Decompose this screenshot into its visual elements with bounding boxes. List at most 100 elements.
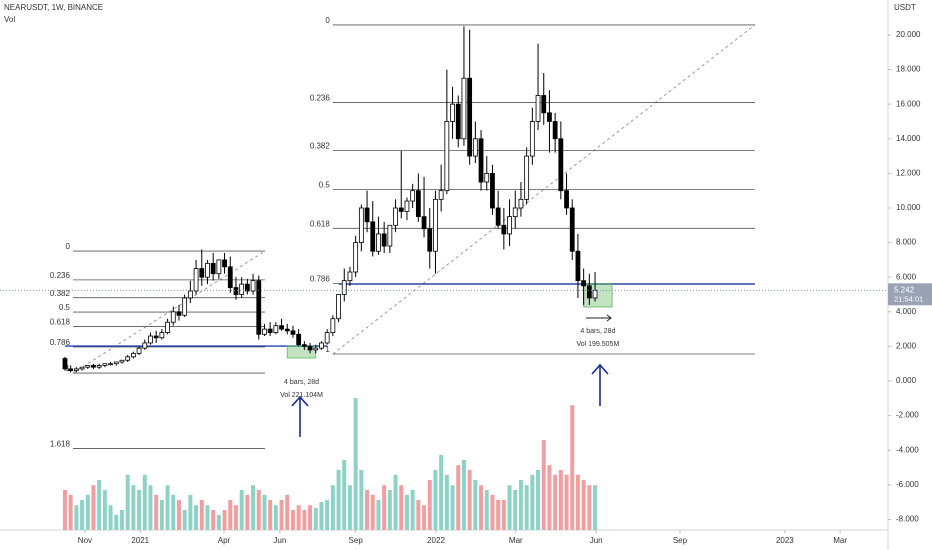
candle-body bbox=[187, 290, 193, 299]
candle-body bbox=[193, 268, 199, 292]
y-tick-label: -4.000 bbox=[896, 445, 919, 454]
candle-body bbox=[341, 280, 347, 295]
candle-body bbox=[535, 95, 541, 122]
volume-bar bbox=[558, 470, 563, 530]
volume-bar bbox=[205, 505, 210, 530]
candle-body bbox=[273, 325, 279, 333]
volume-bar bbox=[308, 505, 313, 530]
candle-body bbox=[130, 352, 136, 358]
candle-body bbox=[512, 207, 518, 218]
candle-body bbox=[438, 190, 444, 200]
candle-body bbox=[353, 242, 359, 273]
volume-bar bbox=[114, 514, 119, 530]
x-tick-label: Apr bbox=[218, 536, 231, 545]
volume-bar bbox=[347, 485, 352, 530]
candle-body bbox=[205, 262, 210, 278]
volume-bar bbox=[359, 470, 364, 530]
volume-bar bbox=[262, 494, 267, 530]
volume-bar bbox=[233, 505, 238, 530]
candle-body bbox=[244, 283, 250, 292]
fib-level-label: 1 bbox=[325, 345, 330, 354]
fib-level-label: 0.5 bbox=[59, 303, 71, 312]
volume-bar bbox=[102, 490, 107, 530]
candle-body bbox=[296, 333, 302, 346]
candle-body bbox=[467, 77, 473, 157]
fib-level-label: 0.382 bbox=[50, 289, 71, 298]
volume-bar bbox=[353, 398, 358, 530]
candle-body bbox=[153, 335, 159, 339]
candle-body bbox=[102, 363, 108, 366]
x-tick-label: 2022 bbox=[427, 536, 445, 545]
volume-bar bbox=[444, 474, 449, 530]
x-tick-label: Sep bbox=[673, 536, 688, 545]
volume-bar bbox=[188, 494, 193, 530]
candle-body bbox=[136, 347, 142, 354]
fib-level-label: 0.618 bbox=[310, 219, 331, 228]
volume-bar bbox=[268, 500, 273, 530]
candle-body bbox=[347, 271, 353, 282]
volume-bar bbox=[530, 474, 535, 530]
fib-level-label: 1.618 bbox=[50, 440, 71, 449]
volume-bar bbox=[484, 490, 489, 530]
y-axis-label: USDT bbox=[894, 3, 916, 12]
y-tick-label: 12.000 bbox=[896, 168, 921, 177]
candle-body bbox=[501, 224, 507, 235]
volume-bar bbox=[342, 460, 347, 530]
volume-bar bbox=[404, 494, 409, 530]
fib-level-label: 0.236 bbox=[50, 271, 71, 280]
candle-body bbox=[62, 358, 68, 370]
candle-body bbox=[324, 332, 330, 344]
candle-body bbox=[472, 138, 478, 157]
volume-bar bbox=[194, 505, 199, 530]
volume-bar bbox=[142, 474, 147, 530]
candle-body bbox=[222, 259, 227, 268]
candle-body bbox=[592, 289, 598, 299]
volume-bar bbox=[416, 500, 421, 530]
volume-bar bbox=[80, 500, 85, 530]
candle-body bbox=[490, 172, 495, 209]
fib-level-label: 0 bbox=[325, 16, 330, 25]
candle-body bbox=[85, 365, 91, 368]
fib-level-label: 0.382 bbox=[310, 142, 331, 151]
candle-body bbox=[256, 280, 262, 335]
volume-bar bbox=[119, 510, 124, 530]
volume-bar bbox=[296, 505, 301, 530]
candle-body bbox=[313, 347, 319, 351]
candle-body bbox=[455, 103, 461, 140]
volume-bar bbox=[564, 474, 569, 530]
volume-bar bbox=[473, 480, 478, 530]
fib-level-label: 0.786 bbox=[310, 275, 331, 284]
candle-body bbox=[216, 259, 222, 275]
candle-body bbox=[398, 207, 404, 212]
volume-bar bbox=[182, 510, 187, 530]
candle-body bbox=[575, 250, 581, 282]
candle-body bbox=[552, 121, 558, 140]
x-tick-label: Mar bbox=[833, 536, 847, 545]
candle-body bbox=[176, 311, 182, 316]
volume-bar bbox=[159, 500, 164, 530]
volume-bar bbox=[541, 440, 546, 530]
volume-bar bbox=[365, 490, 370, 530]
volume-bar bbox=[222, 510, 227, 530]
candle-body bbox=[319, 342, 324, 349]
volume-bar bbox=[239, 490, 244, 530]
fib-trend-line bbox=[72, 250, 266, 374]
candle-body bbox=[262, 328, 267, 335]
volume-bar bbox=[518, 480, 523, 530]
volume-bar bbox=[131, 485, 136, 530]
volume-bar bbox=[74, 505, 79, 530]
candle-body bbox=[267, 328, 273, 333]
candle-body bbox=[307, 346, 313, 351]
volume-bar bbox=[216, 514, 221, 530]
volume-bar bbox=[450, 485, 455, 530]
candle-body bbox=[415, 190, 421, 218]
volume-bar bbox=[313, 508, 318, 530]
candle-body bbox=[284, 328, 290, 332]
range-volume-label: Vol 221.104M bbox=[280, 392, 323, 399]
candle-body bbox=[518, 198, 524, 209]
volume-bar bbox=[171, 494, 176, 530]
candle-body bbox=[581, 280, 587, 287]
candle-body bbox=[387, 224, 393, 247]
candle-body bbox=[478, 138, 484, 183]
